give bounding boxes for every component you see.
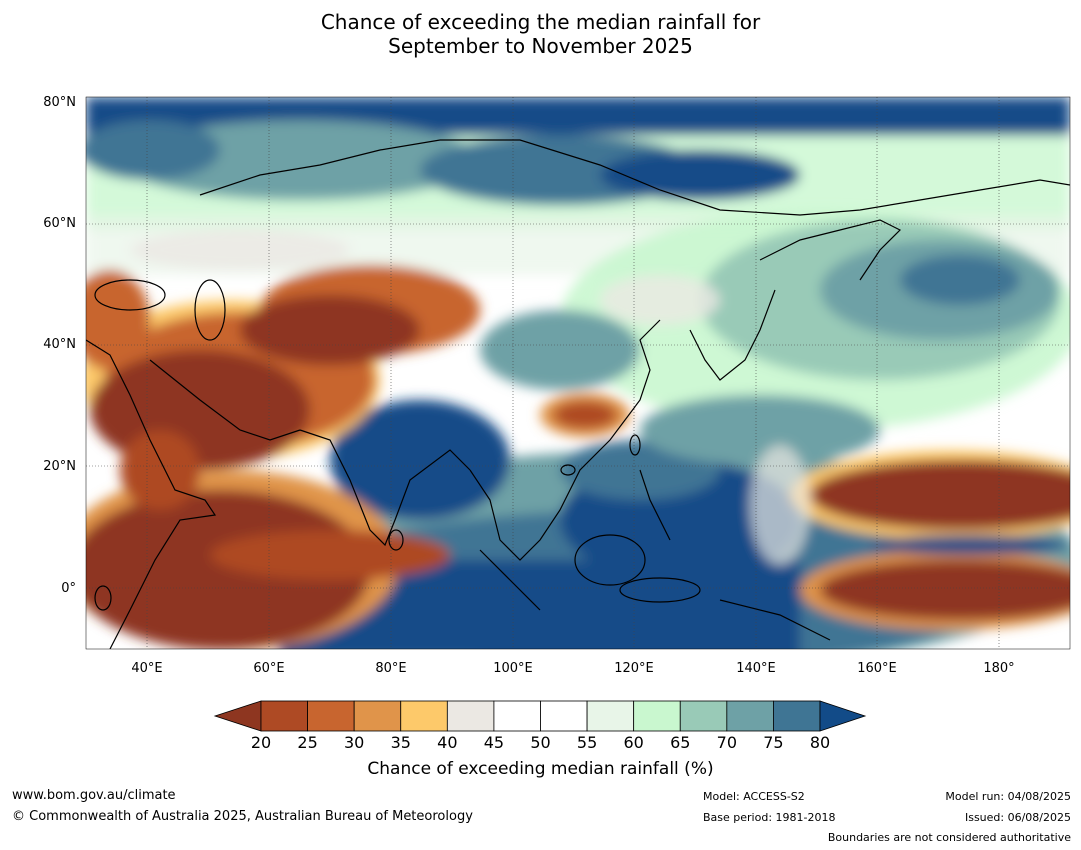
colorbar-tick-label: 70 bbox=[716, 733, 737, 752]
colorbar-segment bbox=[679, 700, 728, 732]
colorbar-segment bbox=[446, 700, 495, 732]
colorbar-segment bbox=[353, 700, 402, 732]
lat-label-40n: 40°N bbox=[43, 337, 76, 352]
lon-label-100e: 100°E bbox=[493, 661, 533, 676]
title-line-2: September to November 2025 bbox=[388, 34, 693, 58]
colorbar-tick-label: 80 bbox=[809, 733, 831, 752]
colorbar-tick-label: 30 bbox=[343, 733, 365, 752]
colorbar-segment bbox=[726, 700, 774, 732]
colorbar-low-arrow bbox=[213, 700, 262, 732]
colorbar-tick-label: 25 bbox=[297, 733, 318, 752]
colorbar-segment bbox=[260, 700, 308, 732]
website-text: www.bom.gov.au/climate bbox=[12, 788, 176, 803]
colorbar-segment bbox=[633, 700, 681, 732]
coastlines bbox=[86, 139, 1070, 649]
base-period-text: Base period: 1981-2018 bbox=[703, 811, 836, 824]
colorbar-tick-label: 45 bbox=[483, 733, 505, 752]
colorbar-tick-label: 40 bbox=[437, 733, 458, 752]
lat-label-60n: 60°N bbox=[43, 216, 76, 231]
model-run-text: Model run: 04/08/2025 bbox=[945, 790, 1071, 803]
colorbar-tick-label: 75 bbox=[763, 733, 784, 752]
issued-text: Issued: 06/08/2025 bbox=[964, 811, 1071, 824]
lon-label-180: 180° bbox=[983, 661, 1015, 676]
colorbar bbox=[213, 700, 867, 732]
disclaimer-text: Boundaries are not considered authoritat… bbox=[827, 831, 1071, 844]
model-text: Model: ACCESS-S2 bbox=[703, 790, 805, 803]
lon-label-60e: 60°E bbox=[253, 661, 285, 676]
colorbar-segment bbox=[400, 700, 448, 732]
lon-label-80e: 80°E bbox=[375, 661, 407, 676]
lon-label-120e: 120°E bbox=[614, 661, 654, 676]
colorbar-tick-label: 55 bbox=[576, 733, 598, 752]
colorbar-segment bbox=[540, 700, 588, 732]
colorbar-tick-label: 60 bbox=[623, 733, 644, 752]
map-frame bbox=[85, 96, 1071, 650]
map-field bbox=[86, 97, 1070, 649]
colorbar-title: Chance of exceeding median rainfall (%) bbox=[367, 759, 714, 779]
colorbar-tick-label: 65 bbox=[670, 733, 691, 752]
lat-label-0: 0° bbox=[61, 581, 76, 596]
copyright-text: © Commonwealth of Australia 2025, Austra… bbox=[12, 809, 473, 824]
colorbar-segment bbox=[586, 700, 635, 732]
title-line-1: Chance of exceeding the median rainfall … bbox=[320, 10, 761, 34]
colorbar-tick-label: 35 bbox=[390, 733, 411, 752]
colorbar-tick-label: 50 bbox=[530, 733, 551, 752]
graticule bbox=[86, 97, 1070, 649]
lon-label-40e: 40°E bbox=[131, 661, 163, 676]
colorbar-segment bbox=[493, 700, 541, 732]
colorbar-high-arrow bbox=[819, 700, 867, 732]
colorbar-segment bbox=[773, 700, 821, 732]
lat-label-80n: 80°N bbox=[43, 95, 76, 110]
map-title: Chance of exceeding the median rainfall … bbox=[0, 10, 1081, 58]
colorbar-segment bbox=[307, 700, 355, 732]
lon-label-140e: 140°E bbox=[736, 661, 776, 676]
lon-label-160e: 160°E bbox=[857, 661, 897, 676]
colorbar-tick-label: 20 bbox=[250, 733, 272, 752]
lat-label-20n: 20°N bbox=[43, 459, 76, 474]
